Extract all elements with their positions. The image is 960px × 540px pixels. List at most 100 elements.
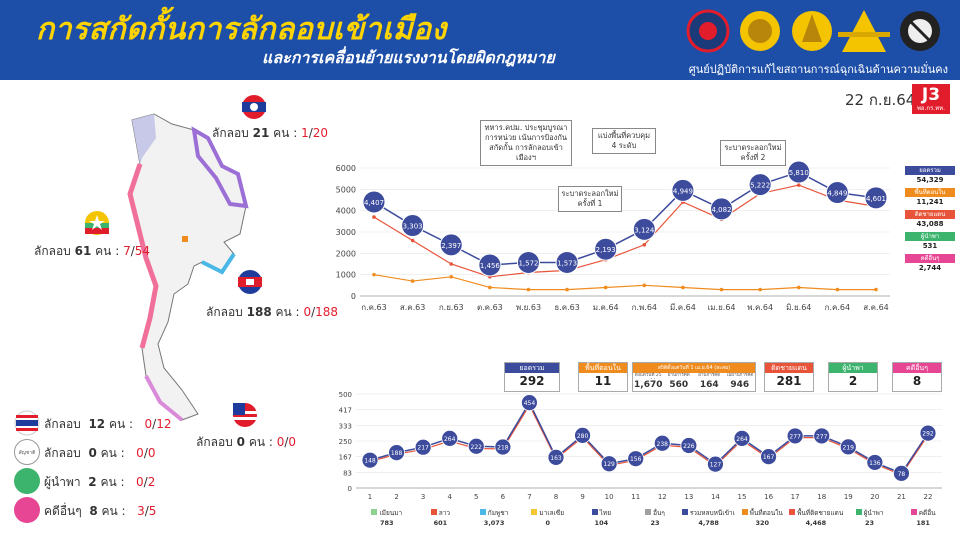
daily-legend-value: 0 — [545, 519, 550, 527]
monthly-legend-label: ยอดรวม — [905, 166, 955, 175]
monthly-point-1-2 — [449, 262, 454, 266]
report-date: 22 ก.ย.64 — [845, 91, 916, 109]
monthly-series-line-1 — [373, 184, 877, 278]
daily-ytick-2: 167 — [339, 454, 352, 462]
monthly-total-point-1 — [401, 214, 425, 238]
daily-legend-item: กัมพูชา 3,073 — [467, 508, 521, 528]
monthly-total-point-8 — [671, 178, 695, 202]
daily-total-point-2 — [414, 438, 432, 456]
monthly-point-2-12 — [835, 287, 840, 292]
daily-total-label-15: 167 — [763, 454, 775, 461]
monthly-total-label-0: 4,407 — [364, 199, 384, 207]
monthly-point-2-13 — [874, 287, 878, 292]
monthly-point-2-2 — [449, 275, 454, 279]
supreme-command-emblem-icon — [792, 11, 832, 51]
monthly-total-label-5: 1,573 — [557, 259, 577, 267]
daily-xtick-15: 16 — [764, 493, 773, 501]
stat-guides: ผู้นำพา 2 — [828, 362, 878, 392]
monthly-xtick-0: ก.ค.63 — [361, 303, 386, 312]
daily-legend-label: พื้นที่ตอนใน — [735, 508, 789, 518]
legend-swatch-icon — [741, 509, 748, 515]
monthly-legend-value: 11,241 — [916, 198, 944, 206]
daily-total-point-5 — [494, 438, 512, 456]
monthly-legend-value: 2,744 — [918, 264, 942, 272]
myanmar-summary: ลักลอบ 61 คน : 7/54 — [34, 244, 151, 258]
daily-xtick-6: 7 — [527, 493, 531, 501]
monthly-ytick-1: 1000 — [336, 271, 356, 280]
daily-border-line — [369, 404, 929, 476]
monthly-total-label-12: 4,849 — [827, 190, 847, 198]
daily-total-point-18 — [839, 438, 857, 456]
stat-border: ติดชายแดน 281 — [764, 362, 814, 392]
daily-total-point-8 — [574, 426, 591, 444]
monthly-total-point-2 — [439, 233, 463, 257]
monthly-point-2-10 — [758, 287, 762, 292]
legend-swatch-icon — [789, 509, 796, 515]
daily-xtick-11: 12 — [658, 493, 667, 501]
monthly-legend-item: ผู้นำพา 531 — [905, 232, 955, 251]
daily-legend-item: คดีอื่น 181 — [896, 508, 950, 528]
header-bar: การสกัดกั้นการลักลอบเข้าเมือง และการเคลื… — [0, 0, 960, 80]
daily-xtick-14: 15 — [738, 493, 747, 501]
green-dot-icon — [14, 468, 40, 494]
annotation-3: ระบาดระลอกใหม่ ครั้งที่ 1 — [558, 186, 622, 212]
legend-swatch-icon — [430, 509, 437, 515]
monthly-total-label-2: 2,397 — [441, 242, 461, 250]
daily-ytick-6: 500 — [339, 391, 352, 399]
daily-legend-value: 104 — [594, 519, 609, 527]
daily-total-label-20: 78 — [898, 471, 906, 478]
monthly-total-label-11: 5,810 — [789, 169, 809, 177]
daily-legend-item: เมียนมา 783 — [360, 508, 414, 528]
monthly-xtick-2: ก.ย.63 — [439, 303, 464, 312]
daily-xtick-17: 18 — [817, 493, 826, 501]
annotation-2: แบ่งพื้นที่ควบคุม 4 ระดับ — [592, 128, 656, 154]
daily-xtick-19: 20 — [870, 493, 879, 501]
cambodia-summary: ลักลอบ 188 คน : 0/188 — [206, 305, 339, 319]
monthly-total-point-13 — [864, 186, 888, 210]
daily-legend-item: ผู้นำพา 23 — [843, 508, 897, 528]
monthly-total-label-3: 1,456 — [480, 262, 501, 270]
daily-legend-label: ลาว — [414, 508, 468, 518]
daily-total-label-13: 127 — [710, 462, 722, 469]
monthly-total-label-4: 1,572 — [518, 259, 538, 267]
daily-total-point-7 — [547, 448, 565, 466]
legend-swatch-icon — [645, 509, 652, 515]
daily-total-label-1: 188 — [391, 450, 403, 457]
annotation-4: ระบาดระลอกใหม่ ครั้งที่ 2 — [720, 140, 786, 166]
malaysia-flag-icon — [233, 403, 257, 427]
monthly-xtick-8: มี.ค.64 — [670, 303, 696, 312]
stat-total: ยอดรวม 292 — [504, 362, 560, 392]
monthly-total-point-10 — [748, 173, 772, 197]
daily-legend-label: คดีอื่น — [896, 508, 950, 518]
daily-legend-value: 181 — [916, 519, 930, 527]
daily-legend-item: พื้นที่ตอนใน 320 — [735, 508, 789, 528]
daily-total-label-9: 129 — [603, 461, 615, 468]
monthly-legend-label: ติดชายแดน — [905, 210, 955, 219]
monthly-ytick-3: 3000 — [336, 228, 356, 237]
daily-ytick-5: 417 — [339, 407, 352, 415]
daily-legend-item: ลาว 601 — [414, 508, 468, 528]
monthly-point-2-9 — [719, 287, 724, 292]
monthly-legend-value: 531 — [922, 242, 938, 250]
daily-total-point-1 — [388, 444, 405, 462]
monthly-total-label-1: 3,303 — [403, 223, 423, 231]
daily-total-label-2: 217 — [417, 445, 429, 452]
monthly-point-2-3 — [488, 285, 492, 290]
daily-total-label-12: 226 — [683, 443, 695, 450]
thailand-map — [127, 113, 249, 422]
monthly-xtick-10: พ.ค.64 — [747, 303, 773, 312]
monthly-xtick-12: ก.ค.64 — [825, 303, 850, 312]
monthly-total-point-9 — [710, 197, 734, 221]
monthly-xtick-3: ต.ค.63 — [477, 303, 503, 312]
daily-legend-label: มาเลเซีย — [521, 508, 575, 518]
daily-total-line — [369, 401, 929, 475]
daily-legend: เมียนมา 783 ลาว 601 กัมพูชา 3,073 มาเลเซีย 0 ไทย… — [360, 508, 950, 536]
daily-legend-label: ไทย — [575, 508, 629, 518]
daily-xtick-13: 14 — [711, 493, 720, 501]
page-subtitle: และการเคลื่อนย้ายแรงงานโดยผิดกฎหมาย — [262, 48, 555, 67]
myanmar-flag-icon — [85, 211, 109, 235]
stat-inland-detail: สถิติตั้งแต่วันที่ 1 เม.ย.64 (สะสม) ตั้ง… — [632, 362, 756, 392]
daily-total-point-20 — [893, 464, 910, 482]
monthly-legend-item: พื้นที่ตอนใน 11,241 — [905, 188, 955, 207]
